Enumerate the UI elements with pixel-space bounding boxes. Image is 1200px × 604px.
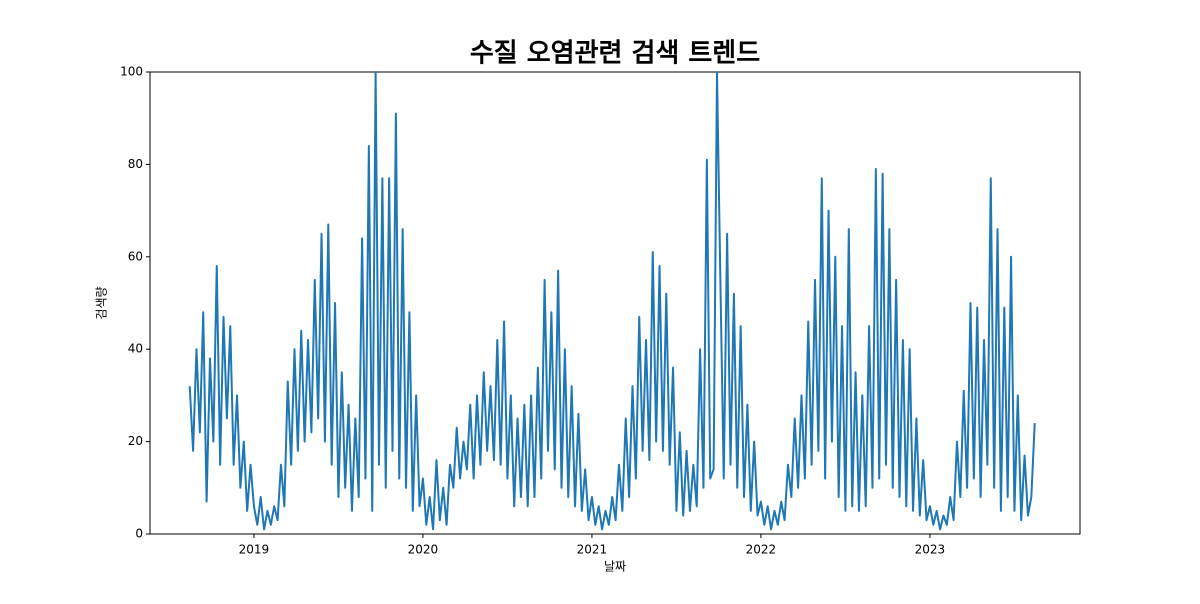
x-tick-label: 2021 [577, 543, 608, 557]
y-tick-label: 80 [128, 157, 143, 171]
y-tick-label: 0 [135, 527, 143, 541]
chart-title: 수질 오염관련 검색 트렌드 [470, 39, 760, 69]
x-tick-label: 2023 [915, 543, 946, 557]
y-tick-label: 100 [120, 65, 143, 79]
x-tick-label: 2022 [746, 543, 777, 557]
y-axis-label: 검색량 [95, 286, 109, 319]
x-axis-label: 날짜 [604, 560, 626, 574]
plot-frame [149, 71, 1081, 535]
x-tick-label: 2020 [408, 543, 439, 557]
y-tick-label: 40 [128, 342, 143, 356]
y-tick-label: 60 [128, 249, 143, 263]
x-tick-label: 2019 [239, 543, 270, 557]
data-line [188, 71, 1036, 531]
y-tick-label: 20 [128, 434, 143, 448]
